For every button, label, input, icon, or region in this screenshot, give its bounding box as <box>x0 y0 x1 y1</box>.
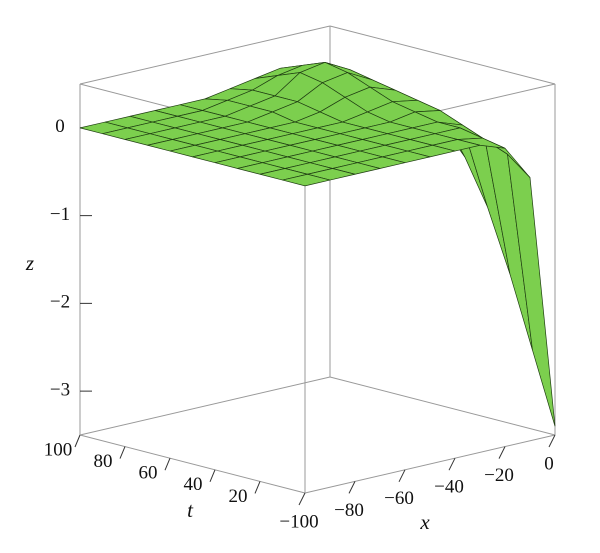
t-tick-label: 80 <box>94 451 113 472</box>
box-edge <box>329 376 556 436</box>
x-tick-label: −20 <box>484 465 514 486</box>
x-tick-label: −80 <box>334 500 364 521</box>
t-tick-label: 100 <box>44 439 73 460</box>
z-axis-label: z <box>25 251 34 275</box>
t-tick <box>164 458 171 471</box>
box-edge <box>79 25 331 85</box>
box-edge <box>79 434 306 494</box>
x-tick <box>348 481 356 494</box>
t-axis-label: t <box>187 498 194 522</box>
z-tick-label: 0 <box>55 116 65 137</box>
t-tick-label: 20 <box>229 486 248 507</box>
x-tick <box>548 434 556 448</box>
t-tick <box>74 434 81 448</box>
box-edge <box>304 434 556 494</box>
z-tick-label: −2 <box>50 292 70 313</box>
x-tick-label: 0 <box>544 453 554 474</box>
t-tick <box>254 481 261 494</box>
t-tick-label: 60 <box>139 463 158 484</box>
t-tick <box>209 469 216 482</box>
x-tick <box>298 492 306 506</box>
t-tick-label: 40 <box>184 474 203 495</box>
z-tick-label: −3 <box>50 379 70 400</box>
x-tick-label: −100 <box>279 511 318 532</box>
surface-patch <box>282 173 331 187</box>
t-tick <box>119 446 126 459</box>
x-tick <box>448 457 456 471</box>
x-tick-label: −40 <box>434 477 464 498</box>
box-edge <box>329 25 556 85</box>
z-tick-label: −1 <box>50 204 70 225</box>
x-tick-label: −60 <box>384 488 414 509</box>
x-tick <box>498 446 506 459</box>
x-axis-label: x <box>419 510 430 534</box>
box-edge <box>79 376 331 436</box>
x-tick <box>398 469 406 483</box>
